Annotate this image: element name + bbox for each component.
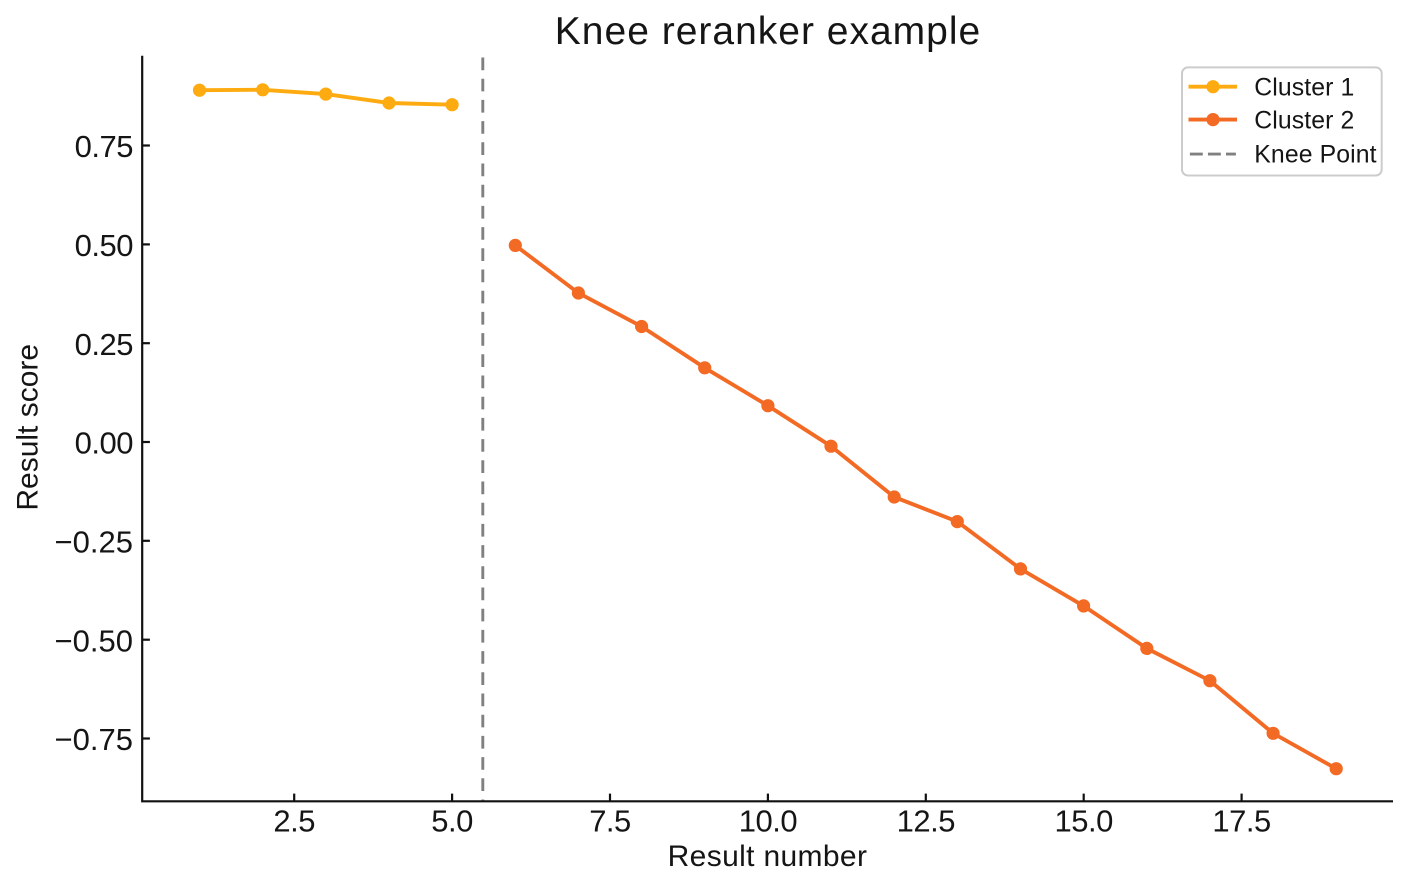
svg-text:Result score: Result score [12, 344, 45, 511]
svg-text:0.25: 0.25 [75, 327, 133, 362]
svg-text:0.50: 0.50 [75, 228, 134, 263]
svg-text:2.5: 2.5 [273, 804, 315, 839]
svg-text:−0.25: −0.25 [55, 524, 133, 559]
svg-text:10.0: 10.0 [739, 804, 798, 839]
svg-text:5.0: 5.0 [431, 804, 473, 839]
svg-text:Result number: Result number [668, 840, 868, 873]
svg-text:15.0: 15.0 [1055, 804, 1114, 839]
svg-text:0.75: 0.75 [75, 129, 133, 164]
svg-text:0.00: 0.00 [75, 426, 134, 461]
svg-text:Cluster 1: Cluster 1 [1254, 75, 1354, 102]
svg-text:−0.75: −0.75 [55, 722, 133, 757]
svg-text:−0.50: −0.50 [55, 623, 133, 658]
svg-text:7.5: 7.5 [589, 804, 631, 839]
svg-text:12.5: 12.5 [897, 804, 955, 839]
svg-text:Cluster 2: Cluster 2 [1254, 107, 1354, 134]
svg-text:Knee reranker example: Knee reranker example [555, 10, 981, 53]
svg-text:Knee Point: Knee Point [1254, 141, 1376, 168]
svg-text:17.5: 17.5 [1212, 804, 1270, 839]
